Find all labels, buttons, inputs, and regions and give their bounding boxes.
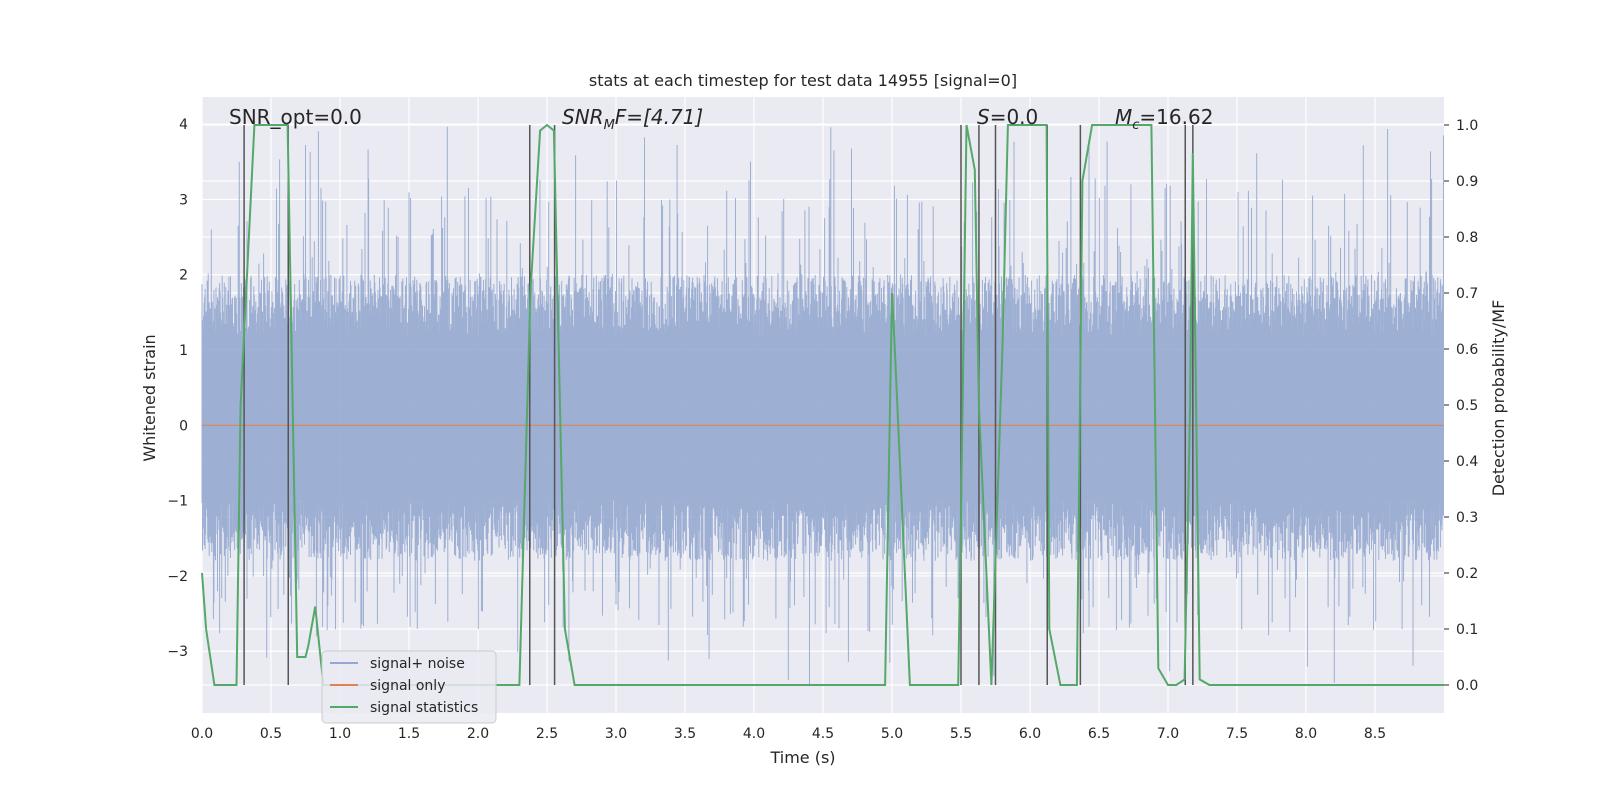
y-tick-label: 2	[179, 268, 188, 284]
y2-tick-label: 0.5	[1456, 398, 1478, 414]
s-stat-main: S	[977, 105, 990, 129]
legend-label-signal-only: signal only	[370, 678, 445, 694]
y2-tick-label: 0.7	[1456, 286, 1478, 302]
signal-statistics-line	[201, 123, 1444, 686]
x-tick-label: 0.0	[191, 726, 213, 742]
annotation-snr-opt: SNR_opt=0.0	[229, 105, 362, 129]
x-tick-label: 4.0	[743, 726, 765, 742]
y2-tick-label: 0.1	[1456, 622, 1478, 638]
y-axis-label: Whitened strain	[140, 334, 159, 461]
axis-ticks: 0.0 0.5 1.0 1.5 2.0 2.5 3.0 3.5 4.0 4.5 5.0 5.5 6.0 6…	[167, 117, 1478, 742]
x-tick-label: 3.0	[605, 726, 627, 742]
x-tick-label: 6.0	[1019, 726, 1041, 742]
y2-axis-label: Detection probability/MF	[1489, 300, 1508, 497]
y2-tick-label: 0.4	[1456, 454, 1478, 470]
x-tick-label: 7.5	[1226, 726, 1248, 742]
y-tick-label: 0	[179, 418, 188, 434]
legend-label-signal-statistics: signal statistics	[370, 700, 478, 716]
x-tick-label: 7.0	[1157, 726, 1179, 742]
annotation-snr-mf: SNRMF=[4.71]	[562, 105, 703, 133]
annotation-s-stat: S=0.0	[977, 105, 1038, 129]
y2-tick-label: 0.9	[1456, 174, 1478, 190]
y2-tick-label: 0.0	[1456, 678, 1478, 694]
x-tick-label: 5.5	[950, 726, 972, 742]
mc-subscript: c	[1132, 118, 1139, 133]
legend-label-signal-plus-noise: signal+ noise	[370, 656, 465, 672]
y2-tick-label: 0.2	[1456, 566, 1478, 582]
annotation-chirp-mass: Mc=16.62	[1115, 105, 1213, 133]
legend: signal+ noise signal only signal statist…	[321, 650, 497, 724]
y2-tick-label: 1.0	[1456, 118, 1478, 134]
x-tick-label: 2.0	[467, 726, 489, 742]
s-stat-rest: =0.0	[990, 105, 1039, 129]
mc-main: M	[1115, 105, 1132, 129]
chart-title: stats at each timestep for test data 149…	[589, 71, 1017, 90]
snr-mf-main: SNR	[562, 105, 604, 129]
y-tick-label: −1	[167, 494, 188, 510]
x-tick-label: 2.5	[536, 726, 558, 742]
legend-box	[321, 650, 497, 724]
x-tick-label: 8.5	[1364, 726, 1386, 742]
mc-rest: =16.62	[1139, 105, 1213, 129]
y-tick-label: 1	[179, 343, 188, 359]
y-tick-label: 4	[179, 117, 188, 133]
snr-mf-subscript: M	[604, 118, 615, 133]
y-tick-label: −3	[167, 644, 188, 660]
x-tick-label: 1.5	[398, 726, 420, 742]
y2-tick-label: 0.3	[1456, 510, 1478, 526]
y-tick-label: −2	[167, 569, 188, 585]
series-signal-statistics	[201, 123, 1444, 686]
x-tick-label: 6.5	[1088, 726, 1110, 742]
x-tick-label: 1.0	[329, 726, 351, 742]
y-tick-label: 3	[179, 192, 188, 208]
snr-mf-rest: F=[4.71]	[615, 105, 703, 129]
x-tick-label: 5.0	[881, 726, 903, 742]
x-tick-label: 4.5	[812, 726, 834, 742]
x-tick-label: 0.5	[260, 726, 282, 742]
y2-tick-label: 0.8	[1456, 230, 1478, 246]
x-axis-label: Time (s)	[769, 748, 835, 767]
y2-tick-label: 0.6	[1456, 342, 1478, 358]
x-tick-label: 3.5	[674, 726, 696, 742]
x-tick-label: 8.0	[1295, 726, 1317, 742]
